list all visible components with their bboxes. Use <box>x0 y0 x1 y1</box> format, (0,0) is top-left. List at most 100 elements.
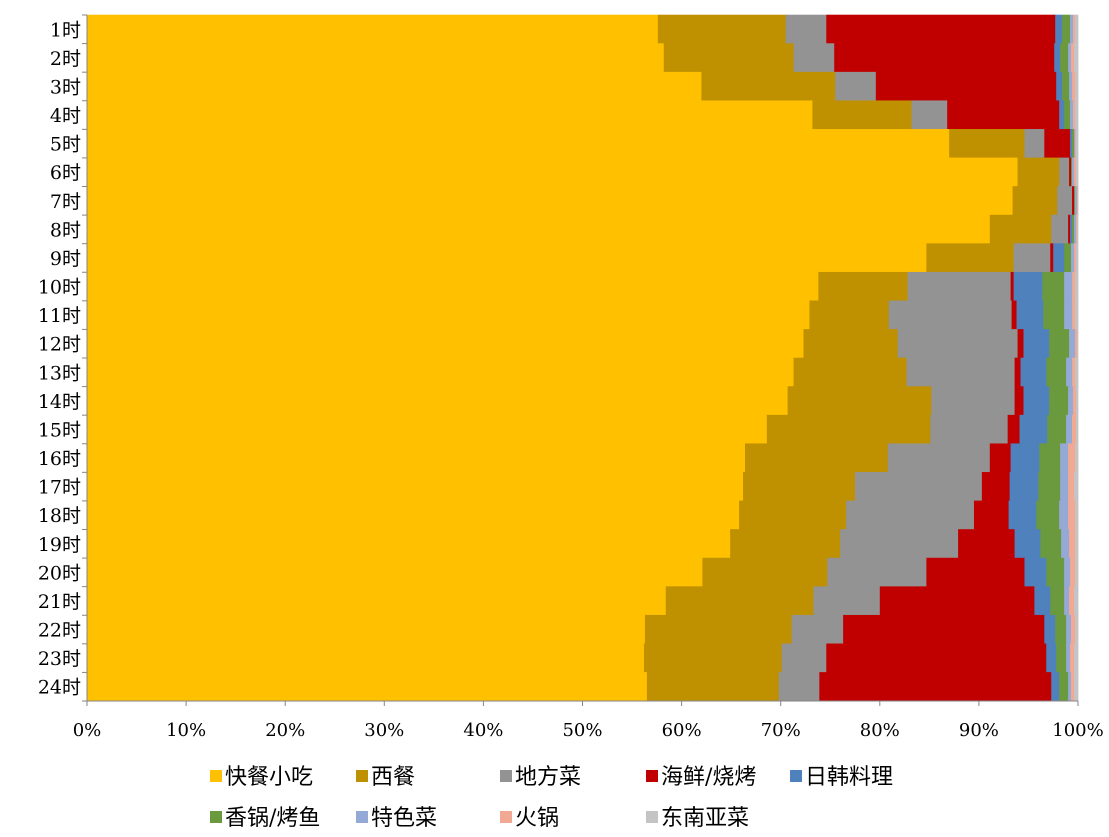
bar-segment-14-9 <box>1076 386 1079 416</box>
bar-segment-10-6 <box>1042 271 1065 302</box>
bar-segment-19-9 <box>1075 529 1079 559</box>
bar-segment-22-7 <box>1066 614 1072 645</box>
bar-segment-10-4 <box>1010 271 1014 302</box>
bar-segment-13-3 <box>906 357 1015 387</box>
bar-segment-2-4 <box>834 43 1055 73</box>
bar-segment-20-2 <box>702 557 828 587</box>
bar-segment-22-1 <box>87 614 646 645</box>
bar-segment-10-3 <box>907 271 1012 302</box>
bar-segment-8-8 <box>1076 214 1078 244</box>
bar-segment-23-2 <box>643 643 783 673</box>
bar-segment-14-2 <box>787 386 932 416</box>
bar-segment-22-5 <box>1044 614 1056 645</box>
bar-segment-18-8 <box>1068 500 1076 530</box>
legend-label: 东南亚菜 <box>661 806 749 831</box>
bar-segment-18-7 <box>1059 500 1069 530</box>
bar-segment-12-3 <box>897 329 1018 359</box>
y-tick-label: 13时 <box>38 362 81 384</box>
y-tick-label: 16时 <box>38 448 81 470</box>
bar-segment-21-7 <box>1064 586 1070 616</box>
bar-segment-4-9 <box>1075 100 1079 130</box>
x-tick-label: 0% <box>73 720 102 741</box>
bar-segment-4-3 <box>911 100 948 130</box>
bar-segment-17-4 <box>981 472 1011 502</box>
bar-segment-3-8 <box>1072 71 1076 102</box>
bar-segment-3-2 <box>701 71 836 102</box>
bar-segment-7-8 <box>1077 186 1079 216</box>
bar-segment-15-4 <box>1007 414 1020 445</box>
y-tick-label: 22时 <box>38 620 81 642</box>
bar-segment-23-6 <box>1056 643 1067 673</box>
bar-segment-22-9 <box>1075 614 1079 645</box>
bar-segment-3-9 <box>1075 71 1079 102</box>
bar-segment-20-6 <box>1046 557 1065 587</box>
bar-segment-3-1 <box>87 71 702 102</box>
bar-segment-24-6 <box>1059 672 1069 702</box>
bar-segment-16-8 <box>1068 443 1076 473</box>
bar-segment-15-8 <box>1072 414 1077 445</box>
bar-segment-17-1 <box>87 472 744 502</box>
bar-segment-1-3 <box>785 14 827 44</box>
bar-segment-11-2 <box>809 300 890 330</box>
bar-segment-3-6 <box>1062 71 1070 102</box>
bar-segment-24-8 <box>1071 672 1075 702</box>
bar-segment-2-6 <box>1060 43 1069 73</box>
bar-segment-11-5 <box>1016 300 1044 330</box>
bar-segment-5-3 <box>1024 129 1045 159</box>
bar-segment-24-3 <box>778 672 820 702</box>
bar-segment-23-5 <box>1046 643 1057 673</box>
bar-segment-1-6 <box>1062 14 1071 44</box>
bar-segment-22-2 <box>644 614 792 645</box>
bar-segment-1-2 <box>657 14 787 44</box>
legend-swatch <box>210 770 222 782</box>
bar-segment-24-9 <box>1074 672 1079 702</box>
legend-swatch <box>356 770 368 782</box>
bar-segment-21-6 <box>1050 586 1065 616</box>
bar-segment-2-1 <box>87 43 665 73</box>
bar-segment-15-2 <box>766 414 931 445</box>
y-tick-label: 20时 <box>38 562 81 584</box>
y-tick-label: 15时 <box>38 419 81 441</box>
bar-segment-22-3 <box>791 614 844 645</box>
bar-segment-18-2 <box>739 500 847 530</box>
bar-segment-6-8 <box>1074 157 1077 187</box>
bar-segment-2-8 <box>1071 43 1075 73</box>
bar-segment-23-4 <box>826 643 1047 673</box>
bar-segment-8-3 <box>1051 214 1069 244</box>
bar-segment-19-8 <box>1069 529 1076 559</box>
bar-segment-17-2 <box>743 472 856 502</box>
bar-segment-18-4 <box>973 500 1010 530</box>
bar-segment-16-7 <box>1060 443 1069 473</box>
y-tick-label: 17时 <box>38 477 81 499</box>
bar-segment-8-7 <box>1074 214 1077 244</box>
bar-segment-19-6 <box>1040 529 1062 559</box>
bar-segment-9-4 <box>1050 243 1054 273</box>
y-tick-label: 10时 <box>38 277 81 299</box>
bar-segment-17-3 <box>855 472 983 502</box>
bar-segment-19-7 <box>1061 529 1070 559</box>
bar-segment-22-6 <box>1055 614 1067 645</box>
bar-segment-24-2 <box>646 672 780 702</box>
bar-segment-1-7 <box>1070 14 1074 44</box>
bar-segment-8-1 <box>87 214 991 244</box>
bar-segment-1-8 <box>1073 14 1076 44</box>
axes-layer <box>82 14 1079 706</box>
bar-segment-5-1 <box>87 129 950 159</box>
y-tick-label: 1时 <box>50 19 81 41</box>
bar-segment-19-2 <box>730 529 841 559</box>
bar-segment-10-9 <box>1075 271 1079 302</box>
bar-segment-1-5 <box>1055 14 1063 44</box>
bars-layer <box>87 14 1079 702</box>
bar-segment-20-4 <box>926 557 1025 587</box>
bar-segment-16-9 <box>1075 443 1079 473</box>
bar-segment-9-1 <box>87 243 927 273</box>
bar-segment-11-9 <box>1075 300 1079 330</box>
bar-segment-8-2 <box>989 214 1052 244</box>
bar-segment-6-4 <box>1069 157 1072 187</box>
legend-swatch <box>646 770 658 782</box>
bar-segment-15-3 <box>930 414 1009 445</box>
bar-segment-14-4 <box>1014 386 1024 416</box>
bar-segment-5-6 <box>1072 129 1075 159</box>
legend-label: 日韩料理 <box>805 765 893 790</box>
legend-label: 海鲜/烧烤 <box>661 765 756 790</box>
